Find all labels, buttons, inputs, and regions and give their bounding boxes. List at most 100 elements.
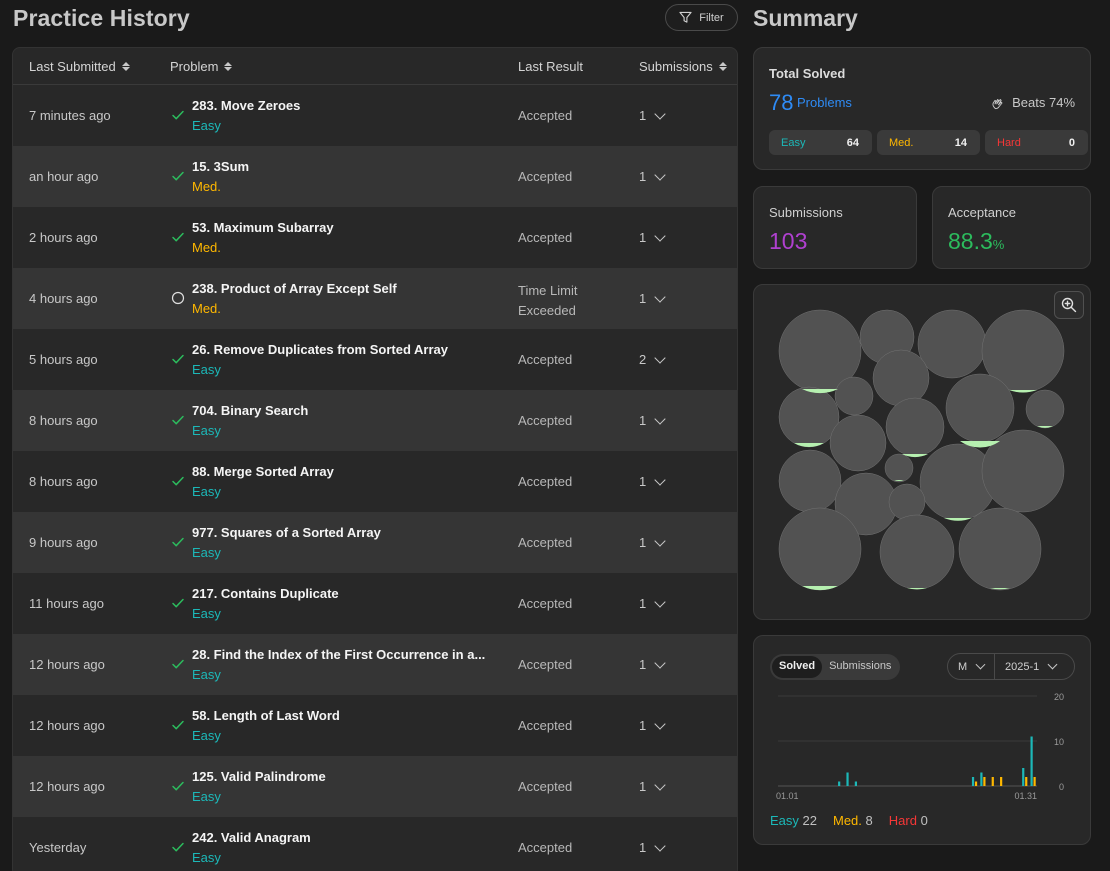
easy-chip[interactable]: Easy 64 xyxy=(769,130,872,155)
table-row[interactable]: 9 hours ago 977. Squares of a Sorted Arr… xyxy=(13,512,737,573)
check-icon xyxy=(172,537,184,547)
submissions-toggle[interactable]: 1 xyxy=(639,229,666,245)
table-row[interactable]: Yesterday 242. Valid Anagram Easy Accept… xyxy=(13,817,737,871)
submissions-label: Submissions xyxy=(769,205,843,220)
submissions-toggle[interactable]: 1 xyxy=(639,656,666,672)
total-solved-card: Total Solved 78 Problems Beats 74% Easy 6… xyxy=(753,47,1091,170)
month-select[interactable]: 2025-1 xyxy=(994,653,1075,680)
submissions-toggle[interactable]: 1 xyxy=(639,839,666,855)
hard-chip-count: 0 xyxy=(1068,136,1075,149)
check-icon xyxy=(172,354,184,364)
submitted-time: 5 hours ago xyxy=(29,352,98,367)
table-row[interactable]: 5 hours ago 26. Remove Duplicates from S… xyxy=(13,329,737,390)
table-row[interactable]: an hour ago 15. 3Sum Med. Accepted 1 xyxy=(13,146,737,207)
submission-count: 1 xyxy=(639,108,647,123)
chevron-down-icon xyxy=(654,839,666,852)
table-row[interactable]: 12 hours ago 58. Length of Last Word Eas… xyxy=(13,695,737,756)
submission-count: 1 xyxy=(639,413,647,428)
activity-bar-med xyxy=(991,777,994,786)
problem-title-link[interactable]: 28. Find the Index of the First Occurren… xyxy=(192,647,486,662)
submitted-time: 2 hours ago xyxy=(29,230,98,245)
submitted-time: 8 hours ago xyxy=(29,474,98,489)
activity-bar-med xyxy=(1000,777,1003,786)
activity-bar-chart: 0 10 20 01.01 01.31 xyxy=(776,692,1064,801)
problem-title-link[interactable]: 15. 3Sum xyxy=(192,159,250,174)
hard-chip[interactable]: Hard 0 xyxy=(985,130,1088,155)
table-row[interactable]: 11 hours ago 217. Contains Duplicate Eas… xyxy=(13,573,737,634)
result-text: Time Limit Exceeded xyxy=(518,281,577,321)
topic-bubble xyxy=(879,514,955,590)
hard-chip-label: Hard xyxy=(997,136,1021,149)
submissions-toggle[interactable]: 1 xyxy=(639,107,666,123)
y-tick-label: 10 xyxy=(1054,737,1064,747)
table-header: Last Submitted Problem Last Result Submi… xyxy=(13,48,737,85)
problem-title-link[interactable]: 88. Merge Sorted Array xyxy=(192,464,334,479)
chevron-down-icon xyxy=(654,107,666,120)
topic-bubble-chart xyxy=(778,309,1065,591)
submission-count: 1 xyxy=(639,657,647,672)
difficulty-label: Easy xyxy=(192,484,221,499)
table-row[interactable]: 4 hours ago 238. Product of Array Except… xyxy=(13,268,737,329)
problem-title-link[interactable]: 58. Length of Last Word xyxy=(192,708,340,723)
problem-title-link[interactable]: 977. Squares of a Sorted Array xyxy=(192,525,381,540)
sort-submissions[interactable]: Submissions xyxy=(639,59,727,74)
tab-submissions[interactable]: Submissions xyxy=(829,660,892,672)
activity-bar-easy xyxy=(854,781,857,786)
problem-title-link[interactable]: 53. Maximum Subarray xyxy=(192,220,334,235)
problem-title-link[interactable]: 26. Remove Duplicates from Sorted Array xyxy=(192,342,448,357)
difficulty-label: Easy xyxy=(192,667,221,682)
zoom-in-button[interactable] xyxy=(1054,291,1084,319)
clap-icon xyxy=(992,98,1003,109)
submissions-toggle[interactable]: 1 xyxy=(639,595,666,611)
problem-title-link[interactable]: 242. Valid Anagram xyxy=(192,830,311,845)
filter-button[interactable]: Filter xyxy=(665,4,738,31)
check-icon xyxy=(172,171,184,181)
page-title: Practice History xyxy=(13,5,190,31)
tab-solved[interactable]: Solved xyxy=(772,656,823,678)
legend-easy-label: Easy xyxy=(770,813,799,828)
table-row[interactable]: 7 minutes ago 283. Move Zeroes Easy Acce… xyxy=(13,85,737,146)
submissions-toggle[interactable]: 2 xyxy=(639,351,666,367)
sort-problem[interactable]: Problem xyxy=(170,59,233,74)
topic-bubble xyxy=(917,309,987,379)
problems-link[interactable]: Problems xyxy=(797,95,852,110)
sort-last-submitted[interactable]: Last Submitted xyxy=(29,59,130,74)
result-text: Accepted xyxy=(518,474,573,489)
submitted-time: Yesterday xyxy=(29,840,87,855)
submissions-toggle[interactable]: 1 xyxy=(639,717,666,733)
problem-title-link[interactable]: 704. Binary Search xyxy=(192,403,309,418)
x-start-label: 01.01 xyxy=(776,791,799,801)
submissions-toggle[interactable]: 1 xyxy=(639,473,666,489)
month-value: 2025-1 xyxy=(1005,660,1040,673)
result-text: Accepted xyxy=(518,718,573,733)
med-chip[interactable]: Med. 14 xyxy=(877,130,980,155)
result-text: Accepted xyxy=(518,169,573,184)
submissions-toggle[interactable]: 1 xyxy=(639,534,666,550)
legend-easy-count: 22 xyxy=(802,813,817,828)
table-row[interactable]: 12 hours ago 125. Valid Palindrome Easy … xyxy=(13,756,737,817)
topic-bubble xyxy=(1025,389,1065,429)
activity-bar-med xyxy=(1033,777,1036,786)
table-row[interactable]: 8 hours ago 88. Merge Sorted Array Easy … xyxy=(13,451,737,512)
difficulty-label: Easy xyxy=(192,362,221,377)
table-row[interactable]: 2 hours ago 53. Maximum Subarray Med. Ac… xyxy=(13,207,737,268)
problem-title-link[interactable]: 283. Move Zeroes xyxy=(192,98,301,113)
activity-bar-med xyxy=(983,777,986,786)
submissions-toggle[interactable]: 1 xyxy=(639,412,666,428)
chevron-down-icon xyxy=(654,412,666,425)
legend-med: Med. 8 xyxy=(833,813,873,828)
submissions-toggle[interactable]: 1 xyxy=(639,778,666,794)
problem-title-link[interactable]: 125. Valid Palindrome xyxy=(192,769,326,784)
chevron-down-icon xyxy=(654,656,666,669)
legend-med-label: Med. xyxy=(833,813,862,828)
submissions-toggle[interactable]: 1 xyxy=(639,290,666,306)
table-row[interactable]: 8 hours ago 704. Binary Search Easy Acce… xyxy=(13,390,737,451)
problem-title-link[interactable]: 217. Contains Duplicate xyxy=(192,586,339,601)
circle-icon xyxy=(171,291,185,305)
bubble-fill xyxy=(902,454,928,458)
problem-title-link[interactable]: 238. Product of Array Except Self xyxy=(192,281,397,296)
difficulty-label: Easy xyxy=(192,423,221,438)
table-row[interactable]: 12 hours ago 28. Find the Index of the F… xyxy=(13,634,737,695)
difficulty-label: Easy xyxy=(192,850,221,865)
submissions-toggle[interactable]: 1 xyxy=(639,168,666,184)
